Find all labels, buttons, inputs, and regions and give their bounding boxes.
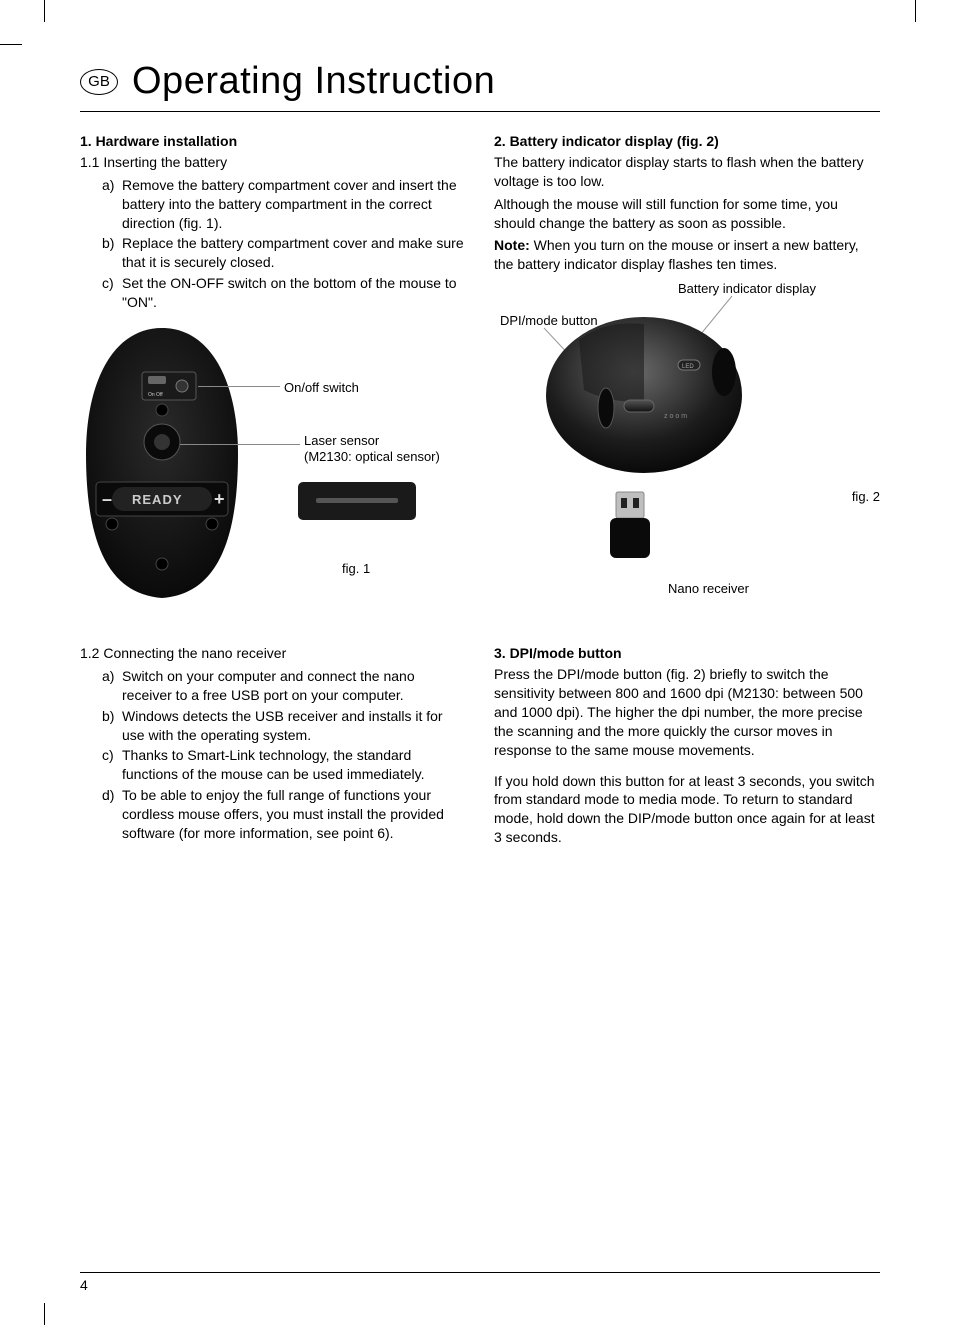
list-item: d) To be able to enjoy the full range of … [102, 786, 466, 843]
marker: c) [102, 274, 114, 293]
laser-label-1: Laser sensor [304, 432, 379, 450]
laser-label-2: (M2130: optical sensor) [304, 448, 440, 466]
s3-heading: 3. DPI/mode button [494, 644, 880, 663]
s2-heading: 2. Battery indicator display (fig. 2) [494, 132, 880, 151]
s2-p1: The battery indicator display starts to … [494, 153, 880, 191]
list-item: a) Switch on your computer and connect th… [102, 667, 466, 705]
s1-2-list: a) Switch on your computer and connect th… [80, 667, 466, 843]
fig2-caption: fig. 2 [852, 488, 880, 506]
page-number: 4 [80, 1272, 880, 1293]
page-header: GB Operating Instruction [80, 60, 880, 112]
marker: a) [102, 667, 114, 686]
country-badge: GB [80, 69, 118, 95]
battery-cover-illustration [298, 482, 416, 520]
note-label: Note: [494, 237, 530, 253]
list-item: c) Set the ON-OFF switch on the bottom of… [102, 274, 466, 312]
list-item: b) Windows detects the USB receiver and i… [102, 707, 466, 745]
svg-text:zoom: zoom [664, 413, 689, 420]
marker: b) [102, 234, 114, 253]
list-text: Set the ON-OFF switch on the bottom of t… [122, 275, 457, 310]
svg-text:–: – [102, 489, 112, 509]
s2-note: Note: When you turn on the mouse or inse… [494, 236, 880, 274]
note-text: When you turn on the mouse or insert a n… [494, 237, 859, 272]
list-text: Replace the battery compartment cover an… [122, 235, 464, 270]
svg-text:READY: READY [132, 492, 183, 507]
list-item: b) Replace the battery compartment cover … [102, 234, 466, 272]
mouse-top-illustration: LED zoom [524, 300, 744, 480]
marker: d) [102, 786, 114, 805]
svg-text:+: + [214, 489, 225, 509]
callout-line [198, 386, 280, 387]
s3-p2: If you hold down this button for at leas… [494, 772, 880, 848]
svg-text:On Off: On Off [148, 392, 163, 398]
crop-mark [44, 1303, 45, 1325]
svg-text:LED: LED [682, 364, 694, 370]
figure-1: On Off – + READY On/off switch [80, 324, 466, 624]
two-columns: 1. Hardware installation 1.1 Inserting t… [80, 132, 880, 851]
list-text: Remove the battery compartment cover and… [122, 177, 457, 231]
crop-mark [44, 0, 45, 22]
s1-1-heading: 1.1 Inserting the battery [80, 153, 466, 172]
column-left: 1. Hardware installation 1.1 Inserting t… [80, 132, 466, 851]
marker: b) [102, 707, 114, 726]
s1-heading: 1. Hardware installation [80, 132, 466, 151]
onoff-label: On/off switch [284, 379, 359, 397]
crop-mark [915, 0, 916, 22]
s1-2-heading: 1.2 Connecting the nano receiver [80, 644, 466, 663]
list-item: c) Thanks to Smart-Link technology, the s… [102, 746, 466, 784]
callout-line [180, 444, 300, 445]
list-text: Thanks to Smart-Link technology, the sta… [122, 747, 424, 782]
s1-1-list: a) Remove the battery compartment cover a… [80, 176, 466, 312]
crop-mark [0, 44, 22, 45]
list-text: To be able to enjoy the full range of fu… [122, 787, 444, 841]
marker: a) [102, 176, 114, 195]
list-text: Windows detects the USB receiver and ins… [122, 708, 443, 743]
list-item: a) Remove the battery compartment cover a… [102, 176, 466, 233]
fig1-caption: fig. 1 [342, 560, 370, 578]
list-text: Switch on your computer and connect the … [122, 668, 415, 703]
nano-receiver-illustration [604, 490, 656, 562]
mouse-bottom-illustration: On Off – + READY [82, 324, 242, 602]
figure-2: Battery indicator display DPI/mode butto… [494, 280, 880, 620]
column-right: 2. Battery indicator display (fig. 2) Th… [494, 132, 880, 851]
page-title: Operating Instruction [132, 60, 495, 103]
s2-p2: Although the mouse will still function f… [494, 195, 880, 233]
receiver-label: Nano receiver [668, 580, 749, 598]
marker: c) [102, 746, 114, 765]
page-content: GB Operating Instruction 1. Hardware ins… [80, 60, 880, 1245]
section-3: 3. DPI/mode button Press the DPI/mode bu… [494, 644, 880, 847]
s3-p1: Press the DPI/mode button (fig. 2) brief… [494, 665, 880, 759]
